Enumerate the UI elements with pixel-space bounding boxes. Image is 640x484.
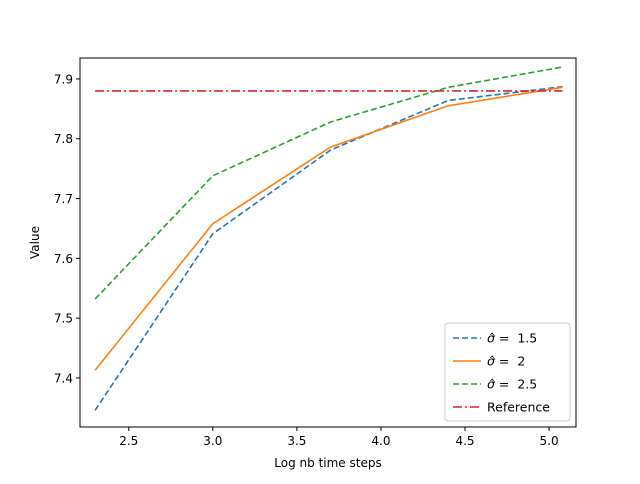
plot-frame [79,57,577,428]
legend-box [444,322,571,422]
x-axis-label: Log nb time steps [274,456,381,470]
legend-label-1: σ̂ = 1.5 [487,331,537,346]
x-tick-label: 5.0 [540,434,559,448]
x-tick-label: 2.5 [119,434,138,448]
y-axis-label: Value [28,226,42,259]
y-tick-label: 7.9 [54,72,73,86]
y-tick-label: 7.8 [54,132,73,146]
legend-label-4: Reference [487,400,550,415]
series-lines [94,66,563,411]
x-tick-label: 4.0 [371,434,390,448]
x-tick-label: 4.5 [455,434,474,448]
legend: σ̂ = 1.5 σ̂ = 2 σ̂ = 2.5 Reference [444,322,571,422]
series-line-3 [94,66,563,300]
y-axis-ticks: 7.4 7.5 7.6 7.7 7.8 7.9 [54,72,80,385]
series-line-2 [94,86,563,371]
x-tick-label: 3.5 [287,434,306,448]
y-tick-label: 7.4 [54,371,73,385]
y-tick-label: 7.7 [54,192,73,206]
series-line-1 [94,85,563,411]
x-axis-ticks: 2.5 3.0 3.5 4.0 4.5 5.0 [119,427,559,448]
y-tick-label: 7.5 [54,312,73,326]
y-tick-label: 7.6 [54,252,73,266]
x-tick-label: 3.0 [203,434,222,448]
legend-label-2: σ̂ = 2 [487,354,525,369]
legend-label-3: σ̂ = 2.5 [487,377,537,392]
